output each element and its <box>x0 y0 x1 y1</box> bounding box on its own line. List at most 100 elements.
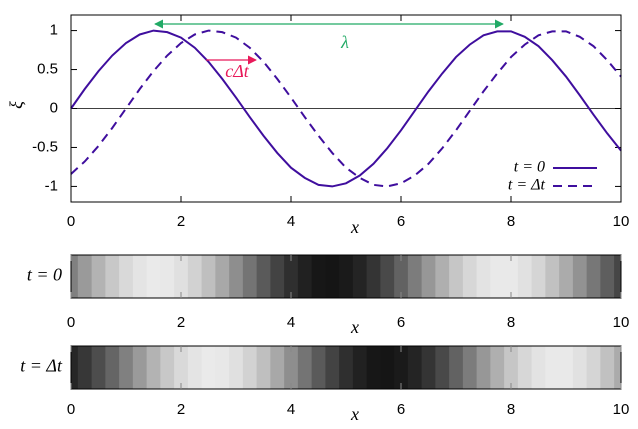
strip-cell <box>242 255 258 298</box>
strip-cell <box>339 346 354 389</box>
strip-cell <box>531 346 546 389</box>
strip-cell <box>297 346 313 389</box>
strip-cell <box>545 255 560 298</box>
strip-cell <box>160 255 175 298</box>
strip-label: t = Δt <box>20 356 63 376</box>
x-axis-label: x <box>350 217 359 237</box>
strip-cell <box>311 346 326 389</box>
legend-label: t = 0 <box>514 159 545 176</box>
y-tick-label: -1 <box>45 177 58 194</box>
strip-cell <box>517 346 533 389</box>
strip-cell <box>325 346 340 389</box>
strip-cell <box>421 255 436 298</box>
strip-cell <box>256 346 271 389</box>
strip-cell <box>531 255 546 298</box>
strip-cell <box>517 255 533 298</box>
strip-cell <box>339 255 354 298</box>
strip-cell <box>490 255 505 298</box>
x-tick-label: 8 <box>507 213 515 230</box>
strip-cell <box>600 255 615 298</box>
strip-cell <box>174 346 189 389</box>
annotation: cΔt <box>225 61 250 81</box>
strip-cell <box>119 255 134 298</box>
strip-cell <box>476 346 491 389</box>
y-axis-label: ξ <box>6 101 26 109</box>
strip-cell <box>256 255 271 298</box>
strip-label: t = 0 <box>27 265 62 285</box>
x-tick-label: 0 <box>67 213 75 230</box>
x-tick-label: 10 <box>613 314 630 331</box>
strip-cell <box>146 255 161 298</box>
x-tick-label: 4 <box>287 213 295 230</box>
strip-cell <box>174 255 189 298</box>
strip-cell <box>311 255 326 298</box>
x-tick-label: 4 <box>287 401 295 418</box>
line-series <box>70 29 622 188</box>
x-tick-label: 8 <box>507 314 515 331</box>
strip-cell <box>325 255 340 298</box>
plot-frame <box>70 14 622 203</box>
x-tick-label: 6 <box>397 401 405 418</box>
strip-cell <box>490 346 505 389</box>
strip-cell <box>187 346 203 389</box>
strip-cell <box>187 255 203 298</box>
y-tick-label: 0 <box>50 99 58 116</box>
x-tick-label: 6 <box>397 314 405 331</box>
y-tick-label: 1 <box>50 22 58 39</box>
strip-cell <box>380 255 395 298</box>
strip-cell <box>449 255 464 298</box>
strip-cell <box>229 255 244 298</box>
strip-cell <box>407 255 423 298</box>
strip-cell <box>132 346 148 389</box>
annotation: λ <box>340 32 349 52</box>
strip-cell <box>146 346 161 389</box>
x-axis-label: x <box>350 404 359 424</box>
strip-cell <box>380 346 395 389</box>
strip-cell <box>242 346 258 389</box>
strip-cell <box>421 346 436 389</box>
strip-cell <box>614 346 622 389</box>
strip-cell <box>229 346 244 389</box>
strip-cell <box>572 255 588 298</box>
x-tick-label: 2 <box>177 314 185 331</box>
strip-cell <box>201 255 216 298</box>
y-tick-label: 0.5 <box>37 61 58 78</box>
x-tick-label: 2 <box>177 213 185 230</box>
strip-cell <box>215 346 230 389</box>
x-tick-label: 0 <box>67 314 75 331</box>
strip-cell <box>201 346 216 389</box>
strip-cell <box>352 346 368 389</box>
strip-cell <box>160 346 175 389</box>
strip-cell <box>132 255 148 298</box>
strip-frame <box>70 254 622 299</box>
x-tick-label: 10 <box>613 213 630 230</box>
strip-cell <box>119 346 134 389</box>
strip-cell <box>394 346 409 389</box>
x-tick-label: 0 <box>67 401 75 418</box>
strip-cell <box>435 346 450 389</box>
strip-cell <box>407 346 423 389</box>
x-axis-label: x <box>350 317 359 337</box>
strip-cell <box>366 346 381 389</box>
strip-frame <box>70 345 622 390</box>
strip-cell <box>215 255 230 298</box>
x-tick-label: 2 <box>177 401 185 418</box>
strip-cell <box>449 346 464 389</box>
strip-cell <box>559 346 574 389</box>
strip-cell <box>352 255 368 298</box>
strip-cell <box>586 255 601 298</box>
strip-cell <box>105 255 120 298</box>
strip-cell <box>559 255 574 298</box>
strip-cell <box>270 346 285 389</box>
strip-cell <box>77 255 93 298</box>
strip-cell <box>586 346 601 389</box>
strip-cell <box>572 346 588 389</box>
strip-cell <box>91 255 106 298</box>
strip-cell <box>284 255 299 298</box>
strip-cell <box>600 346 615 389</box>
y-tick-label: -0.5 <box>32 138 58 155</box>
strip-cell <box>435 255 450 298</box>
strip-cell <box>545 346 560 389</box>
strip-cell <box>270 255 285 298</box>
